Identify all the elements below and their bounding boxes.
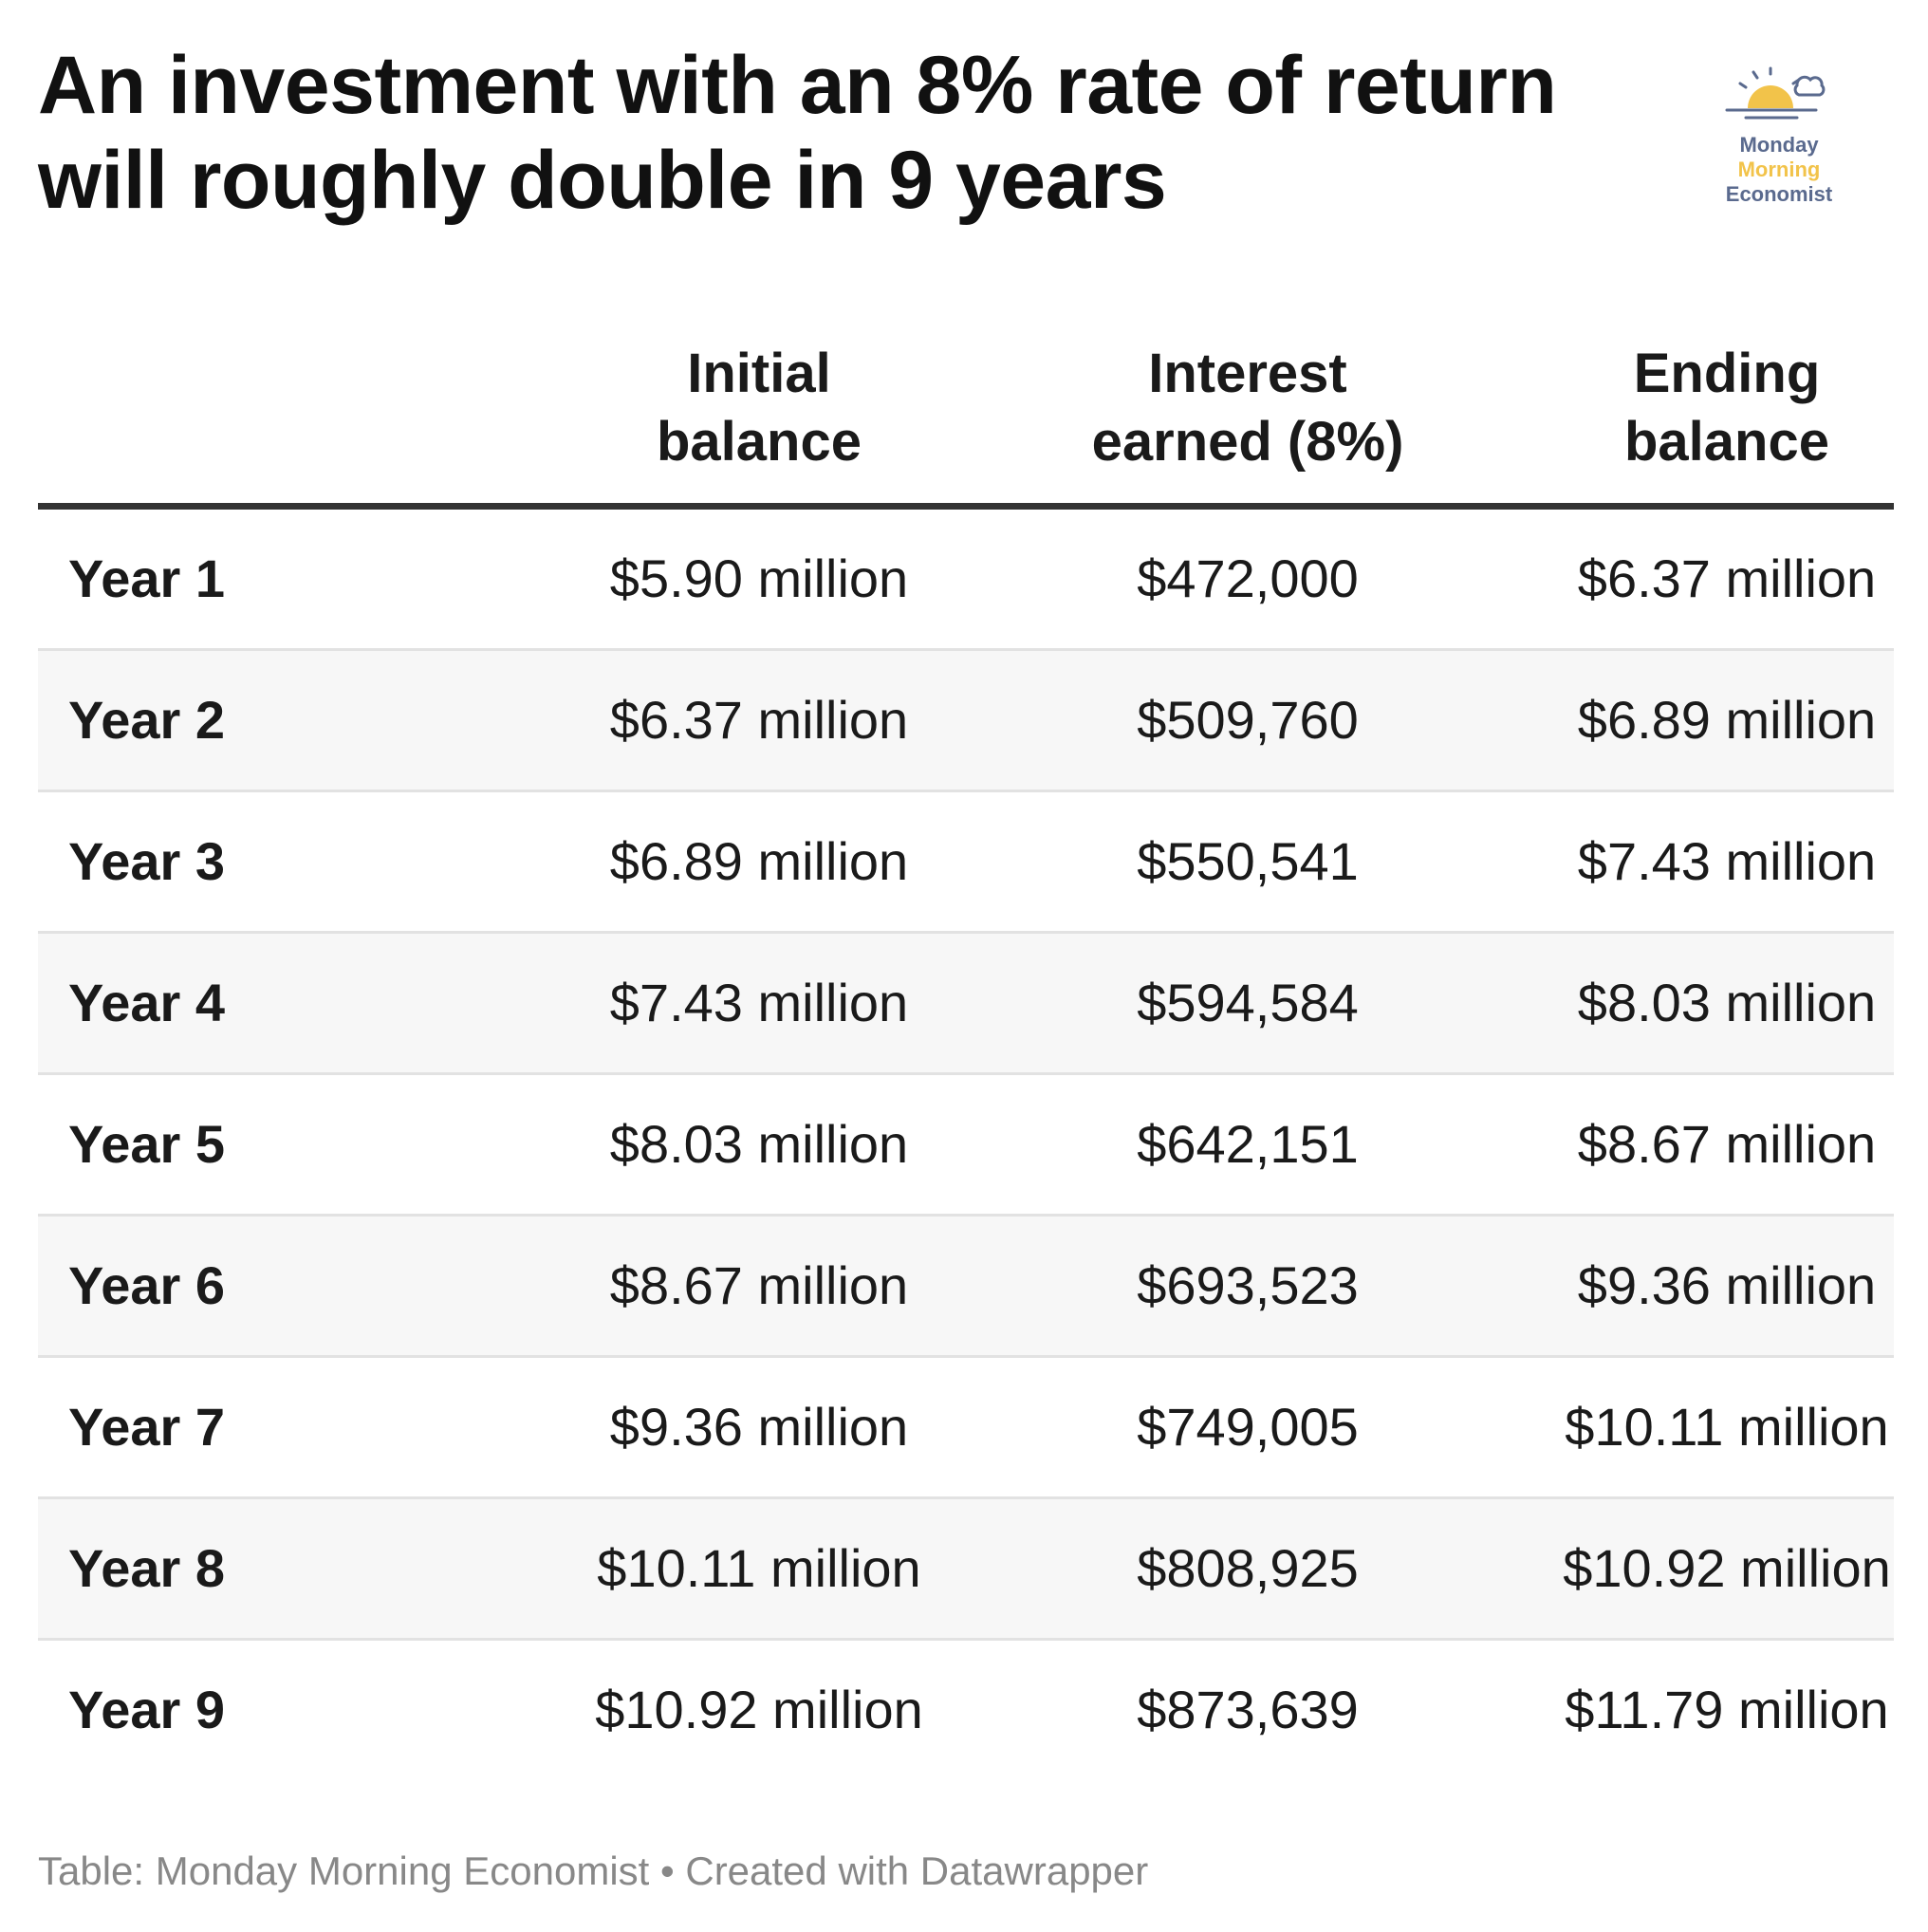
interest-earned-cell: $873,639 (1137, 1680, 1359, 1739)
interest-earned-cell: $472,000 (1137, 548, 1359, 608)
ending-balance-cell: $10.11 million (1565, 1397, 1889, 1457)
logo-word-morning: Morning (1737, 158, 1821, 181)
initial-balance-cell: $8.67 million (609, 1255, 909, 1315)
row-label: Year 1 (68, 548, 226, 608)
table-row: Year 5 $8.03 million $642,151 $8.67 mill… (38, 1075, 1894, 1217)
sunrise-icon (1725, 66, 1826, 120)
interest-earned-cell: $642,151 (1137, 1114, 1359, 1174)
initial-balance-cell: $8.03 million (609, 1114, 909, 1174)
ending-balance-cell: $6.89 million (1577, 690, 1877, 750)
chart-title: An investment with an 8% rate of return … (38, 40, 1557, 226)
data-table: Initial balance Interest earned (8%) End… (38, 323, 1894, 1779)
header-interest-line1: Interest (1148, 343, 1347, 404)
row-label: Year 7 (68, 1397, 226, 1457)
table-row: Year 1 $5.90 million $472,000 $6.37 mill… (38, 510, 1894, 651)
interest-earned-cell: $749,005 (1137, 1397, 1359, 1457)
initial-balance-cell: $9.36 million (609, 1397, 909, 1457)
interest-earned-cell: $594,584 (1137, 973, 1359, 1032)
brand-logo: Monday Morning Economist (1708, 66, 1850, 209)
header-initial-balance: Initial balance (474, 340, 1044, 476)
header-ending-balance: Ending balance (1442, 340, 1928, 476)
interest-earned-cell: $693,523 (1137, 1255, 1359, 1315)
interest-earned-cell: $509,760 (1137, 690, 1359, 750)
ending-balance-cell: $11.79 million (1565, 1680, 1889, 1739)
source-footer: Table: Monday Morning Economist • Create… (38, 1848, 1149, 1893)
interest-earned-cell: $808,925 (1137, 1538, 1359, 1598)
interest-earned-cell: $550,541 (1137, 831, 1359, 891)
initial-balance-cell: $6.37 million (609, 690, 909, 750)
initial-balance-cell: $10.92 million (595, 1680, 923, 1739)
row-label: Year 2 (68, 690, 226, 750)
row-label: Year 5 (68, 1114, 226, 1174)
ending-balance-cell: $8.03 million (1577, 973, 1877, 1032)
table-row: Year 9 $10.92 million $873,639 $11.79 mi… (38, 1641, 1894, 1779)
row-label: Year 4 (68, 973, 226, 1032)
table-row: Year 8 $10.11 million $808,925 $10.92 mi… (38, 1499, 1894, 1641)
initial-balance-cell: $7.43 million (609, 973, 909, 1032)
ending-balance-cell: $8.67 million (1577, 1114, 1877, 1174)
row-label: Year 9 (68, 1680, 226, 1739)
table-row: Year 2 $6.37 million $509,760 $6.89 mill… (38, 651, 1894, 792)
table-row: Year 6 $8.67 million $693,523 $9.36 mill… (38, 1217, 1894, 1358)
table-row: Year 4 $7.43 million $594,584 $8.03 mill… (38, 934, 1894, 1075)
ending-balance-cell: $7.43 million (1577, 831, 1877, 891)
logo-word-monday: Monday (1739, 133, 1819, 157)
row-label: Year 3 (68, 831, 226, 891)
header-initial-line2: balance (657, 411, 862, 473)
header-ending-line1: Ending (1633, 343, 1821, 404)
header-interest-line2: earned (8%) (1091, 411, 1404, 473)
row-label: Year 8 (68, 1538, 226, 1598)
header-initial-line1: Initial (687, 343, 831, 404)
initial-balance-cell: $6.89 million (609, 831, 909, 891)
ending-balance-cell: $10.92 million (1563, 1538, 1891, 1598)
initial-balance-cell: $10.11 million (597, 1538, 921, 1598)
initial-balance-cell: $5.90 million (609, 548, 909, 608)
table-row: Year 3 $6.89 million $550,541 $7.43 mill… (38, 792, 1894, 934)
logo-word-economist: Economist (1725, 182, 1833, 206)
table-row: Year 7 $9.36 million $749,005 $10.11 mil… (38, 1358, 1894, 1499)
header-interest-earned: Interest earned (8%) (963, 340, 1532, 476)
ending-balance-cell: $6.37 million (1577, 548, 1877, 608)
row-label: Year 6 (68, 1255, 226, 1315)
ending-balance-cell: $9.36 million (1577, 1255, 1877, 1315)
table-header: Initial balance Interest earned (8%) End… (38, 323, 1894, 510)
header-ending-line2: balance (1624, 411, 1829, 473)
